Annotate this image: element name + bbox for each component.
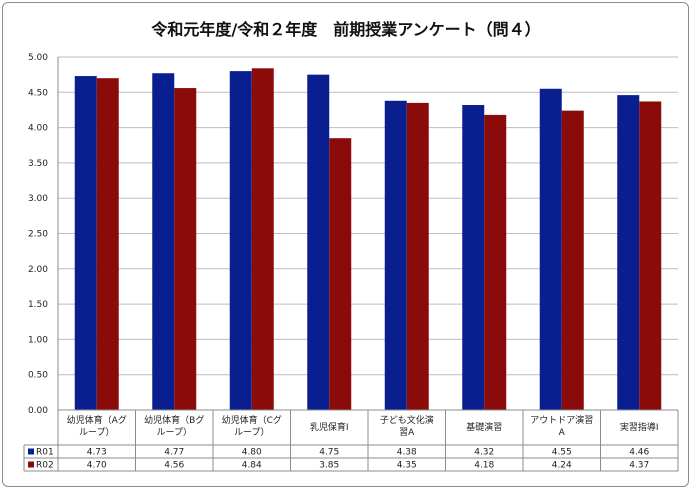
data-label: 4.46 [629, 448, 649, 458]
data-label: 4.18 [474, 461, 494, 471]
bar-r02 [639, 101, 662, 410]
data-label: 4.32 [474, 448, 494, 458]
y-tick-label: 0.00 [28, 406, 48, 416]
data-label: 4.70 [87, 461, 107, 471]
y-tick-label: 4.00 [28, 124, 48, 134]
bar-r02 [329, 138, 352, 410]
y-tick-label: 1.00 [28, 335, 48, 345]
y-tick-label: 1.50 [28, 300, 48, 310]
category-label: 子ども文化演習A [380, 414, 434, 438]
legend-key-r01 [28, 448, 34, 455]
data-label: 4.77 [164, 448, 184, 458]
bar-r02 [406, 102, 429, 410]
data-label: 3.85 [319, 461, 339, 471]
data-label: 4.80 [242, 448, 262, 458]
category-label: 幼児体育（Cグループ） [222, 414, 282, 438]
data-label: 4.73 [87, 448, 107, 458]
bar-r01 [229, 71, 252, 411]
chart-title: 令和元年度/令和２年度 前期授業アンケート（問４） [150, 20, 540, 39]
y-tick-label: 5.00 [28, 53, 48, 63]
bar-r01 [617, 95, 640, 411]
category-label: 乳児保育Ⅰ [310, 421, 349, 433]
bar-r02 [484, 114, 507, 410]
y-tick-label: 2.50 [28, 230, 48, 240]
bar-r01 [152, 73, 175, 410]
data-label: 4.56 [164, 461, 184, 471]
data-label: 4.37 [629, 461, 649, 471]
data-label: 4.84 [242, 461, 262, 471]
data-label: 4.24 [552, 461, 572, 471]
category-label: 基礎演習 [466, 421, 502, 433]
category-label: 実習指導Ⅰ [620, 421, 659, 433]
data-label: 4.55 [552, 448, 572, 458]
data-label: 4.75 [319, 448, 339, 458]
category-label: 幼児体育（Aグループ） [67, 414, 127, 438]
bar-r01 [74, 76, 97, 410]
legend-key-r02 [28, 461, 34, 468]
bar-r01 [462, 105, 485, 411]
bar-r02 [561, 110, 584, 410]
y-tick-label: 3.50 [28, 159, 48, 169]
y-tick-label: 0.50 [28, 371, 48, 381]
data-label: 4.38 [397, 448, 417, 458]
category-label: アウトドア演習 A [530, 414, 593, 438]
y-tick-label: 3.00 [28, 194, 48, 204]
bar-r02 [174, 88, 197, 411]
category-label: 幼児体育（Bグループ） [144, 414, 204, 438]
bar-r01 [307, 74, 330, 411]
bar-r01 [384, 100, 407, 410]
data-label: 4.35 [397, 461, 417, 471]
y-tick-label: 4.50 [28, 88, 48, 98]
bar-r02 [96, 78, 119, 411]
bar-r01 [539, 88, 562, 411]
y-tick-label: 2.00 [28, 265, 48, 275]
legend-label: R02 [36, 461, 54, 471]
bar-r02 [251, 68, 274, 411]
legend-label: R01 [36, 448, 54, 458]
